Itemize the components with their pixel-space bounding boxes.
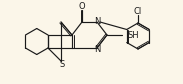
Text: S: S [59, 60, 65, 69]
Text: O: O [79, 2, 85, 11]
Text: SH: SH [128, 30, 140, 39]
Text: Cl: Cl [134, 6, 142, 16]
Text: N: N [94, 16, 100, 26]
Text: N: N [94, 45, 100, 54]
